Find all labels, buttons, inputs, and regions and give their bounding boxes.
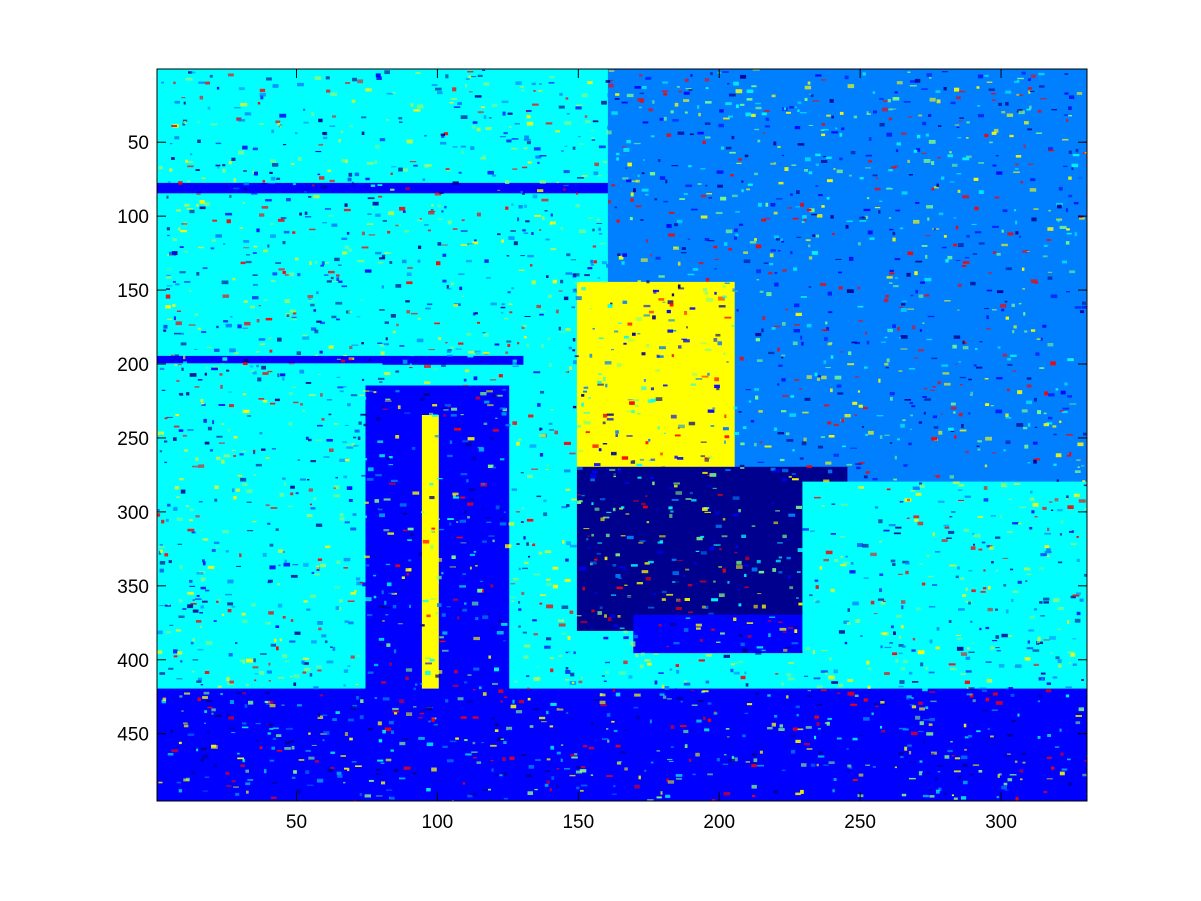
y-tick-label: 200 [117,355,149,376]
y-tick-label: 400 [117,651,149,672]
x-tick-label: 200 [703,812,735,833]
plot-area [157,69,1087,801]
x-tick-label: 250 [844,812,876,833]
y-axis-ticks: 50 100 150 200 250 300 350 400 450 [117,133,1087,746]
x-axis-ticks: 50 100 150 200 250 300 [286,69,1017,833]
x-tick-label: 150 [562,812,594,833]
y-tick-label: 250 [117,429,149,450]
x-tick-label: 100 [422,812,454,833]
y-tick-label: 350 [117,577,149,598]
y-tick-label: 50 [128,133,149,154]
x-tick-label: 50 [286,812,307,833]
y-tick-label: 300 [117,503,149,524]
y-tick-label: 450 [117,725,149,746]
y-tick-label: 150 [117,281,149,302]
axes-frame [156,68,1088,802]
noise-overlay [157,69,1087,801]
x-tick-label: 300 [985,812,1017,833]
y-tick-label: 100 [117,207,149,228]
